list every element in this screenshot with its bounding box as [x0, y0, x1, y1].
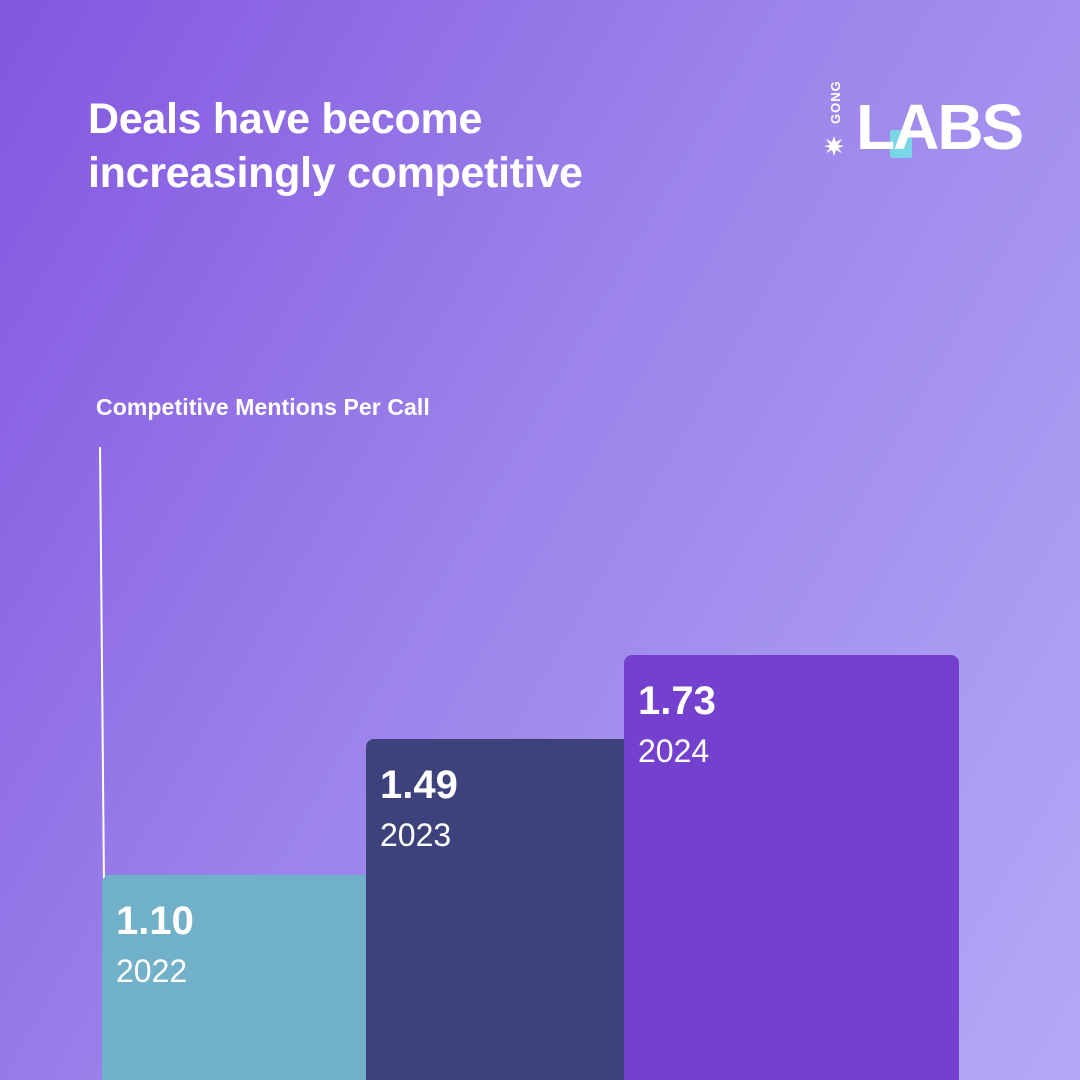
bar-value-label: 1.49: [380, 762, 458, 807]
bar-category-label: 2024: [638, 732, 710, 769]
y-axis-label: Competitive Mentions Per Call: [96, 394, 430, 420]
bar-2024: [624, 654, 959, 1080]
burst-icon: [824, 136, 844, 156]
chart-title: Deals have become increasingly competiti…: [88, 95, 583, 197]
gong-labs-logo: GONG LABS: [820, 80, 1024, 162]
logo-accent: [890, 130, 912, 158]
logo-product-text: LABS: [856, 91, 1024, 163]
bar-category-label: 2023: [380, 816, 452, 853]
bar-value-label: 1.73: [638, 678, 716, 723]
bar-value-label: 1.10: [116, 899, 194, 944]
bar-category-label: 2022: [116, 953, 188, 990]
